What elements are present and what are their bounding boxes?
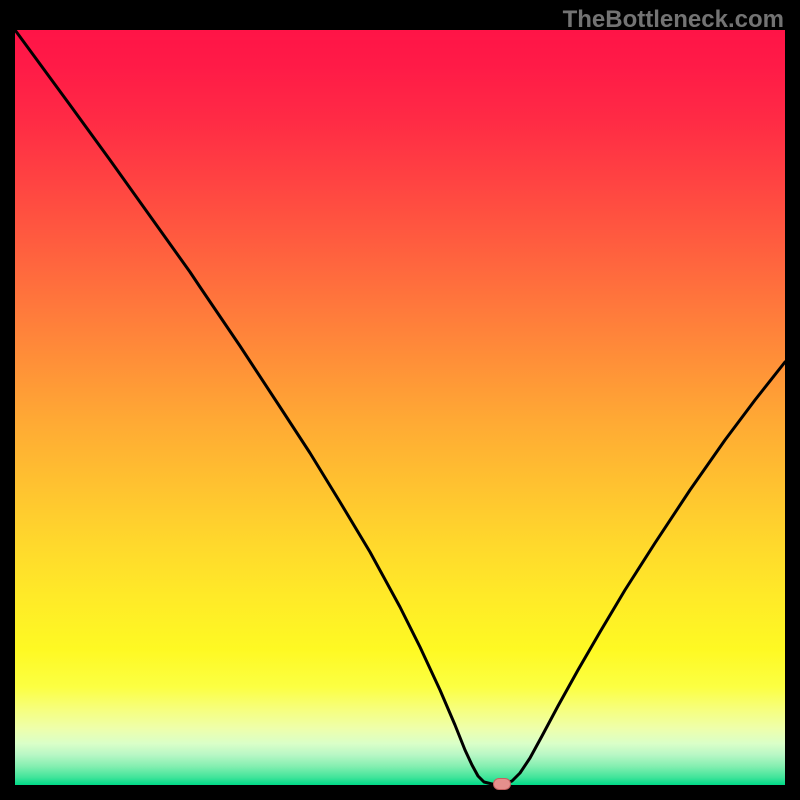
- frame-left: [0, 30, 15, 785]
- optimum-marker: [493, 778, 511, 790]
- frame-bottom: [0, 785, 800, 800]
- watermark-text: TheBottleneck.com: [563, 6, 784, 34]
- gradient-background: [15, 30, 785, 785]
- plot-area: [15, 30, 785, 785]
- frame-right: [785, 30, 800, 785]
